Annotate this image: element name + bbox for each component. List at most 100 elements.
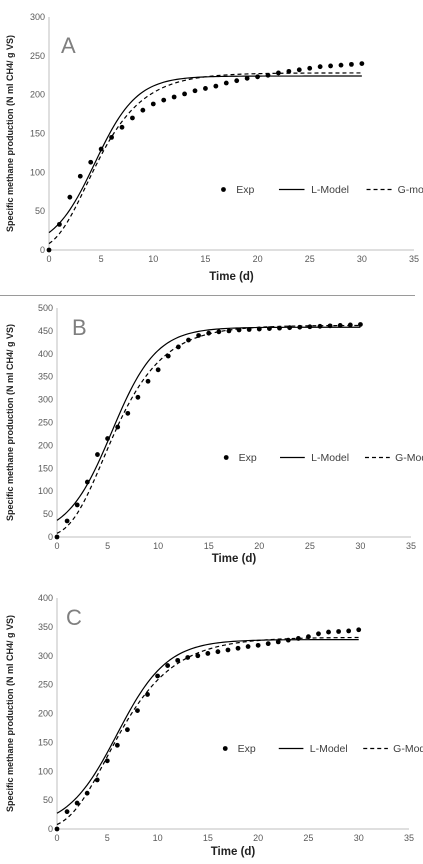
exp-point — [64, 809, 70, 815]
g-model-line — [56, 324, 361, 534]
exp-point — [182, 91, 187, 97]
y-tick-label: 450 — [38, 326, 53, 336]
exp-point — [307, 324, 313, 330]
exp-point — [295, 636, 301, 641]
x-axis-title: Time (d) — [212, 553, 257, 565]
chart-panel-b: 0 50 100 150 200 250 300 350 400 450 500 0 5 10 15 20 25… — [0, 300, 423, 570]
legend-l-model-label: L-Model — [310, 743, 348, 755]
y-tick-label: 0 — [48, 824, 53, 834]
x-axis-title: Time (d) — [211, 846, 256, 858]
exp-point — [64, 518, 70, 524]
l-model-line — [48, 75, 362, 234]
exp-point — [349, 61, 354, 67]
x-tick-label: 20 — [253, 254, 263, 264]
y-axis-title: Specific methane production (N ml CH4/ g… — [5, 35, 15, 232]
g-model-line — [48, 72, 362, 245]
x-tick-label: 15 — [203, 833, 213, 843]
exp-point — [150, 101, 156, 107]
y-tick-label: 300 — [38, 651, 53, 661]
exp-point — [171, 94, 177, 100]
y-tick-label: 250 — [38, 418, 53, 428]
x-tick-label: 25 — [305, 254, 315, 264]
x-tick-label: 30 — [355, 541, 365, 551]
exp-point — [287, 325, 293, 331]
exp-point — [246, 327, 252, 332]
y-tick-label: 200 — [30, 90, 45, 100]
exp-point — [94, 777, 100, 783]
x-tick-label: 5 — [99, 254, 104, 264]
exp-point — [336, 629, 341, 634]
panel-label: B — [72, 315, 87, 340]
exp-point — [115, 424, 121, 430]
y-tick-label: 400 — [38, 593, 53, 603]
x-tick-label: 0 — [46, 254, 51, 264]
exp-point — [125, 727, 130, 733]
y-axis-title: Specific methane production (N ml CH4/ g… — [5, 324, 15, 521]
y-tick-label: 0 — [48, 532, 53, 542]
y-tick-label: 250 — [38, 680, 53, 690]
exp-point — [175, 344, 181, 350]
exp-point — [135, 394, 141, 400]
exp-point — [203, 86, 208, 91]
exp-point — [140, 107, 146, 113]
y-tick-label: 50 — [43, 795, 53, 805]
exp-point — [255, 642, 261, 648]
exp-point — [104, 758, 110, 764]
exp-point — [297, 324, 303, 330]
y-tick-label: 50 — [43, 509, 53, 519]
legend-exp-marker — [222, 746, 228, 751]
panel-label: A — [61, 33, 76, 58]
y-tick-label: 300 — [38, 395, 53, 405]
exp-point — [277, 325, 282, 331]
exp-point — [77, 173, 83, 179]
x-tick-label: 10 — [148, 254, 158, 264]
exp-point — [358, 322, 363, 327]
exp-point — [155, 367, 161, 373]
exp-point — [236, 327, 242, 333]
exp-point — [195, 653, 201, 659]
legend-exp-marker — [223, 455, 229, 460]
exp-point — [165, 353, 171, 359]
legend-g-model-label: G-Model — [395, 452, 423, 464]
x-tick-label: 5 — [105, 833, 110, 843]
exp-point — [327, 323, 333, 329]
exp-point — [185, 655, 191, 660]
chart-c-svg: 0 50 100 150 200 250 300 350 400 0 5 10 15 20 25 30 35 Ti… — [5, 593, 423, 858]
y-tick-label: 350 — [38, 372, 53, 382]
exp-point — [296, 67, 302, 73]
exp-point — [337, 323, 343, 328]
exp-point — [356, 627, 362, 633]
exp-point — [265, 641, 271, 647]
exp-point — [84, 790, 90, 796]
exp-point — [145, 378, 151, 384]
x-tick-label: 25 — [303, 833, 313, 843]
exp-point — [196, 333, 202, 338]
exp-point — [326, 629, 331, 635]
exp-point — [54, 826, 60, 832]
x-tick-label: 10 — [153, 541, 163, 551]
exp-point — [74, 800, 80, 806]
y-tick-label: 500 — [38, 303, 53, 313]
legend-g-model-label: G-model — [398, 184, 423, 196]
x-tick-label: 35 — [404, 833, 414, 843]
exp-point — [46, 247, 52, 253]
exp-point — [225, 647, 231, 653]
exp-point — [95, 452, 100, 457]
y-tick-label: 200 — [38, 440, 53, 450]
panel-label: C — [66, 605, 82, 630]
y-tick-label: 250 — [30, 51, 45, 61]
legend-exp-label: Exp — [238, 743, 256, 755]
exp-point — [245, 644, 251, 649]
x-tick-label: 20 — [254, 541, 264, 551]
exp-point — [223, 80, 229, 86]
x-tick-label: 35 — [409, 254, 419, 264]
y-tick-label: 150 — [38, 463, 53, 473]
exp-point — [130, 115, 135, 121]
exp-point — [105, 436, 110, 441]
g-model-line — [56, 636, 359, 826]
y-tick-label: 100 — [38, 486, 53, 496]
exp-point — [276, 70, 281, 76]
exp-point — [205, 651, 211, 656]
y-tick-label: 150 — [38, 737, 53, 747]
exp-point — [215, 649, 221, 655]
